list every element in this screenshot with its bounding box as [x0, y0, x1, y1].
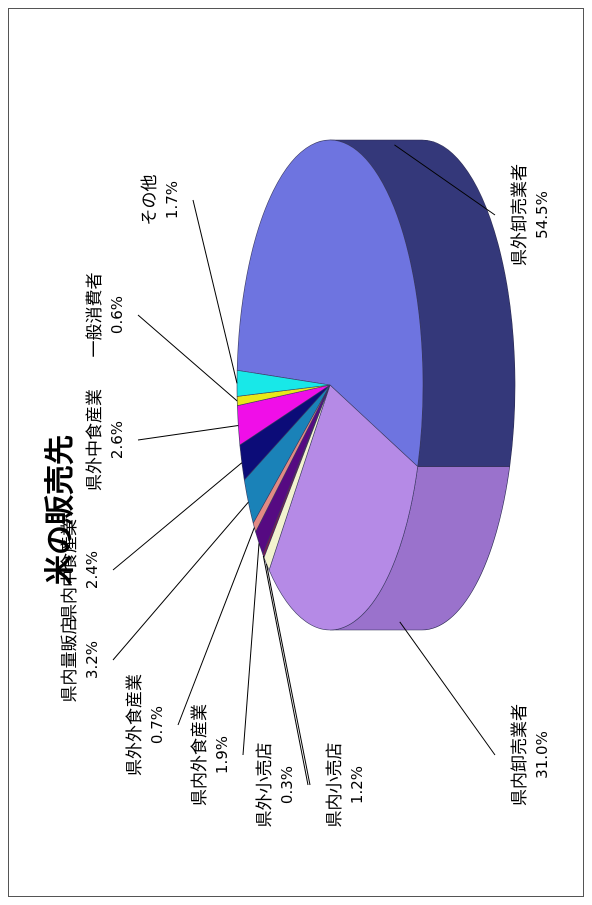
pie-slice-0: [236, 139, 424, 468]
leader-line-2: [265, 563, 311, 786]
slice-label-2: 県内小売店: [325, 743, 345, 828]
leader-line-10: [192, 199, 238, 384]
slice-value-8: 2.6%: [108, 421, 126, 459]
slice-value-1: 31.0%: [533, 731, 551, 779]
slice-value-3: 0.3%: [278, 766, 296, 804]
leader-line-8: [137, 424, 239, 441]
pie-slice-1: [268, 384, 419, 631]
slice-value-7: 2.4%: [83, 551, 101, 589]
slice-value-0: 54.5%: [533, 191, 551, 239]
slice-label-0: 県外卸売業者: [510, 164, 530, 266]
slice-value-9: 0.6%: [108, 296, 126, 334]
leader-line-4: [242, 543, 260, 756]
slice-label-5: 県外外食産業: [125, 674, 145, 776]
slice-value-6: 3.2%: [83, 641, 101, 679]
chart-title: 米の販売先: [43, 435, 78, 585]
slice-value-5: 0.7%: [148, 706, 166, 744]
leader-line-7: [112, 462, 243, 571]
leader-line-1: [399, 621, 496, 756]
leader-line-3: [262, 555, 309, 786]
slice-value-10: 1.7%: [163, 181, 181, 219]
slice-label-3: 県外小売店: [255, 743, 275, 828]
slice-label-10: その他: [140, 175, 160, 226]
slice-label-7: 県内中食産業: [60, 519, 80, 621]
slice-label-8: 県外中食産業: [85, 389, 105, 491]
slice-label-4: 県内外食産業: [190, 704, 210, 806]
leader-line-6: [112, 501, 249, 661]
slice-label-9: 一般消費者: [85, 273, 105, 358]
leader-line-9: [137, 314, 238, 402]
leader-line-5: [177, 527, 255, 726]
leader-line-0: [394, 144, 496, 216]
slice-label-6: 県内量販店: [60, 618, 80, 703]
slice-value-4: 1.9%: [213, 736, 231, 774]
slice-label-1: 県内卸売業者: [510, 704, 530, 806]
slice-value-2: 1.2%: [348, 766, 366, 804]
